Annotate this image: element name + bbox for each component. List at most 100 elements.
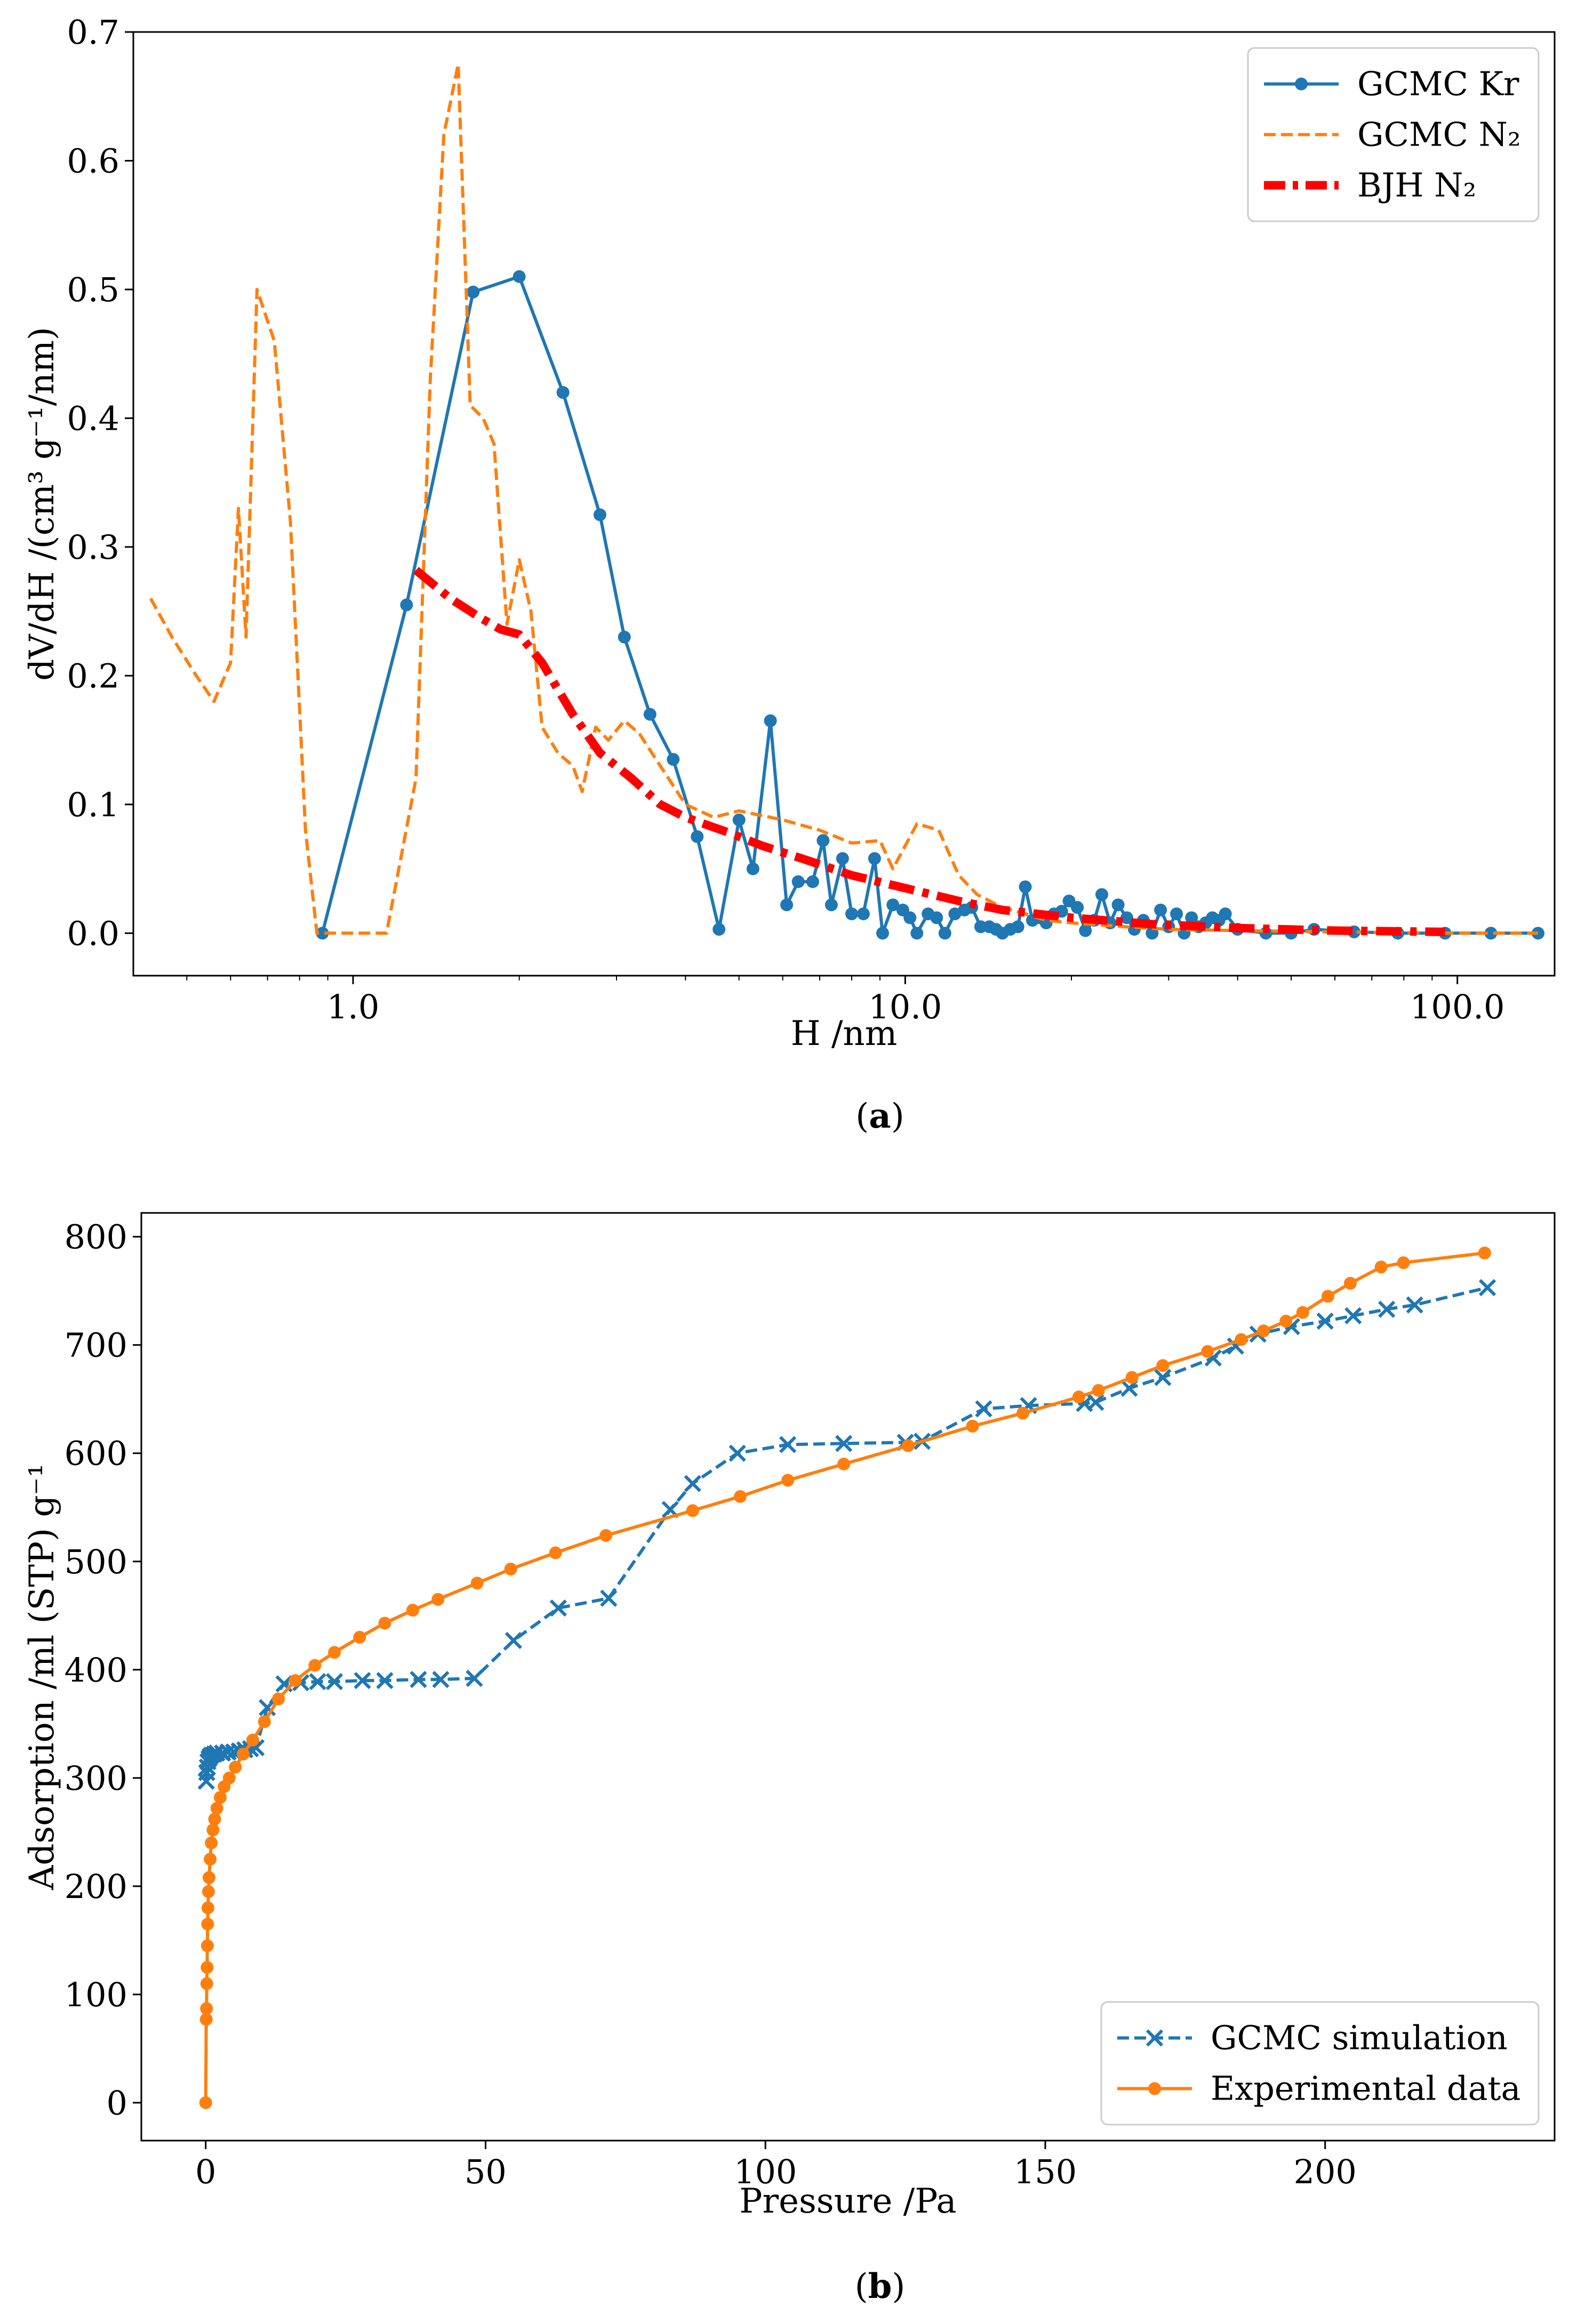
data-point — [201, 1901, 214, 1915]
data-point — [202, 1871, 215, 1884]
data-point — [713, 923, 726, 936]
data-point — [1378, 1300, 1396, 1318]
data-point — [1219, 907, 1232, 921]
data-point — [1016, 1406, 1029, 1420]
legend-box — [1100, 2001, 1540, 2126]
data-point — [208, 1812, 221, 1826]
data-point — [938, 927, 951, 940]
data-point — [200, 1977, 213, 1990]
data-point — [505, 1631, 523, 1650]
data-point — [1257, 1324, 1270, 1338]
series-line — [413, 567, 1445, 936]
data-point — [1478, 1278, 1496, 1297]
data-point — [549, 1546, 562, 1559]
data-point — [1201, 1345, 1214, 1358]
chart-a: 1.0 10.0 100.0 0.0 0.1 0.2 0.3 0.4 0.5 0.6 0.7 H /n… — [22, 13, 1556, 1136]
data-point — [901, 1439, 915, 1452]
data-point — [780, 898, 794, 912]
x-tick-label: 150 — [1014, 2152, 1077, 2191]
series-2 — [413, 567, 1445, 936]
data-point — [1484, 927, 1498, 940]
data-point — [246, 1733, 259, 1747]
x-axis-label: H /nm — [791, 1014, 898, 1054]
data-point — [966, 1419, 979, 1433]
data-point — [210, 1802, 223, 1815]
data-point — [258, 1715, 271, 1728]
x-tick-label: 200 — [1294, 2152, 1357, 2191]
data-point — [237, 1748, 250, 1761]
data-point — [910, 927, 924, 940]
data-point — [876, 927, 889, 940]
data-point — [1321, 1290, 1334, 1303]
y-tick-label: 400 — [65, 1651, 127, 1690]
data-point — [1011, 920, 1024, 934]
data-point — [1478, 1247, 1491, 1260]
data-point — [1154, 903, 1167, 916]
data-point — [837, 1458, 851, 1471]
data-point — [1079, 924, 1092, 937]
data-point — [513, 270, 526, 283]
data-point — [599, 1529, 613, 1542]
data-point — [213, 1791, 227, 1804]
caption: (b) — [855, 2266, 906, 2306]
data-point — [222, 1771, 236, 1784]
x-tick-label: 1.0 — [327, 987, 380, 1026]
data-point — [806, 875, 819, 888]
y-tick-label: 0.4 — [67, 399, 119, 438]
legend-label: BJH N₂ — [1357, 166, 1476, 205]
data-point — [600, 1589, 618, 1607]
data-point — [325, 1673, 343, 1691]
data-point — [376, 1671, 394, 1690]
data-point — [1120, 911, 1133, 924]
data-point — [204, 1853, 217, 1866]
caption-open: ( — [855, 2267, 868, 2306]
data-point — [1154, 1369, 1172, 1386]
data-point — [556, 386, 570, 399]
data-point — [1071, 901, 1084, 914]
y-tick-label: 800 — [65, 1218, 127, 1257]
data-point — [930, 911, 943, 924]
y-tick-label: 600 — [65, 1434, 127, 1473]
x-tick-label: 50 — [465, 2152, 507, 2191]
data-point — [1072, 1390, 1085, 1404]
data-point — [1087, 1394, 1104, 1411]
caption-letter: b — [868, 2266, 892, 2306]
y-tick-label: 0.7 — [67, 13, 119, 52]
data-point — [467, 285, 480, 299]
data-point — [410, 1670, 427, 1688]
data-point — [378, 1617, 391, 1630]
x-axis-label: Pressure /Pa — [739, 2182, 956, 2221]
x-tick-label: 100.0 — [1410, 987, 1505, 1026]
plot-frame — [140, 1212, 1556, 2142]
data-point — [764, 714, 777, 727]
y-tick-label: 500 — [65, 1542, 127, 1581]
legend-label: GCMC Kr — [1357, 65, 1519, 103]
data-point — [201, 1961, 214, 1974]
data-point — [272, 1692, 285, 1706]
data-point — [504, 1562, 517, 1575]
y-axis-label: Adsorption /ml (STP) g⁻¹ — [22, 1463, 62, 1891]
data-point — [431, 1593, 445, 1606]
legend-marker — [1295, 77, 1308, 91]
data-point — [1156, 1359, 1170, 1372]
data-point — [1092, 1384, 1105, 1397]
data-point — [466, 1669, 483, 1687]
data-point — [779, 1436, 797, 1453]
data-point — [856, 907, 870, 921]
data-point — [201, 1939, 214, 1952]
x-tick-label: 100 — [734, 2152, 797, 2191]
legend-marker — [1146, 2029, 1164, 2047]
data-point — [1344, 1307, 1362, 1325]
data-point — [618, 630, 631, 644]
data-point — [1374, 1260, 1388, 1274]
legend: GCMC simulation Experimental data — [1100, 2001, 1540, 2126]
data-point — [975, 1400, 992, 1418]
data-point — [202, 1885, 215, 1899]
data-point — [1095, 888, 1108, 901]
data-point — [824, 898, 838, 912]
y-tick-label: 700 — [65, 1326, 127, 1365]
data-point — [1397, 1256, 1410, 1269]
data-point — [835, 1435, 853, 1452]
caption-close: ) — [891, 1097, 904, 1136]
